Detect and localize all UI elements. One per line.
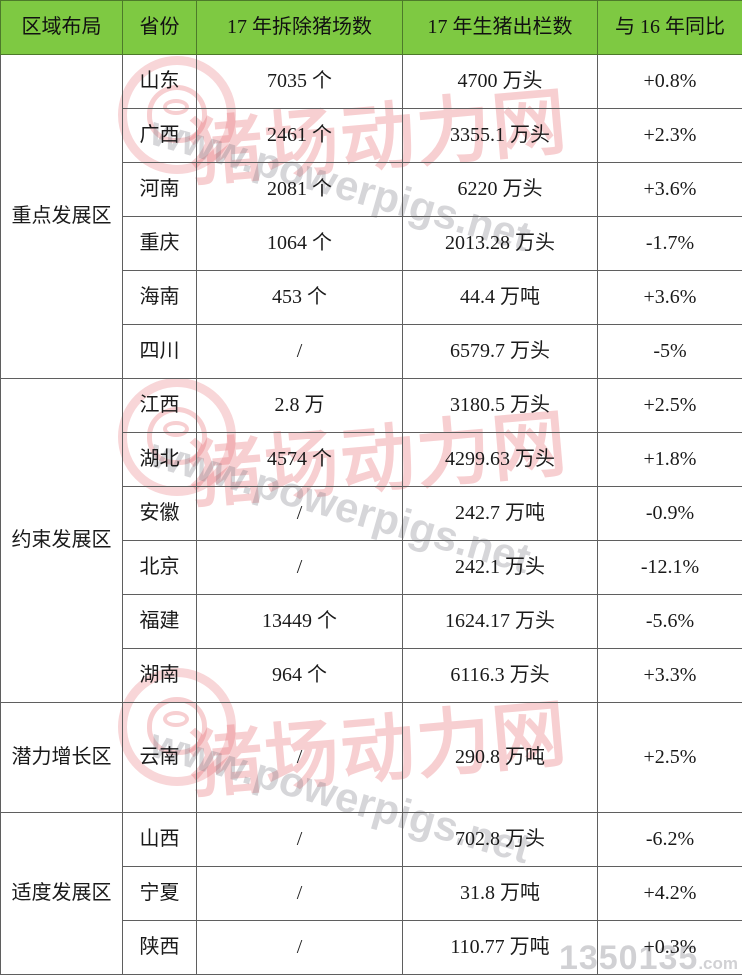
- demolished-count-cell: 2.8 万: [196, 378, 403, 433]
- demolished-count-cell: 4574 个: [196, 432, 403, 487]
- table-row: 河南 2081 个 6220 万头 +3.6%: [1, 162, 742, 217]
- output-volume-cell: 110.77 万吨: [402, 920, 598, 975]
- output-volume-cell: 44.4 万吨: [402, 270, 598, 325]
- yoy-change-cell: +1.8%: [597, 432, 742, 487]
- province-cell: 海南: [122, 270, 197, 325]
- output-volume-cell: 3355.1 万头: [402, 108, 598, 163]
- output-volume-cell: 6579.7 万头: [402, 324, 598, 379]
- output-volume-cell: 3180.5 万头: [402, 378, 598, 433]
- yoy-change-cell: +3.6%: [597, 162, 742, 217]
- province-cell: 山西: [122, 812, 197, 867]
- header-row: 区域布局 省份 17 年拆除猪场数 17 年生猪出栏数 与 16 年同比: [0, 0, 742, 55]
- table-row: 重点发展区 山东 7035 个 4700 万头 +0.8%: [0, 54, 742, 379]
- region-group-cell: 约束发展区: [0, 378, 123, 703]
- province-cell: 江西: [122, 378, 197, 433]
- table-row: 陕西/110.77 万吨 +0.3%: [1, 920, 742, 975]
- output-volume-cell: 242.1 万头: [402, 540, 598, 595]
- demolished-count-cell: /: [196, 540, 403, 595]
- demolished-count-cell: /: [196, 866, 403, 921]
- output-volume-cell: 1624.17 万头: [402, 594, 598, 649]
- province-cell: 福建: [122, 594, 197, 649]
- table-row: 约束发展区 江西 2.8 万 3180.5 万头 +2.5%: [0, 378, 742, 703]
- demolished-count-cell: /: [196, 920, 403, 975]
- column-header-region: 区域布局: [0, 0, 123, 55]
- table-body: 重点发展区 山东 7035 个 4700 万头 +0.8% 广西 2461 个 3355.1 …: [0, 54, 742, 975]
- column-header-output: 17 年生猪出栏数: [402, 0, 598, 55]
- yoy-change-cell: +4.2%: [597, 866, 742, 921]
- table-header: 区域布局 省份 17 年拆除猪场数 17 年生猪出栏数 与 16 年同比: [0, 0, 742, 55]
- province-cell: 陕西: [122, 920, 197, 975]
- region-group-cell: 重点发展区: [0, 54, 123, 379]
- table-row: 适度发展区 山西/702.8 万头 -6.2%: [0, 812, 742, 975]
- yoy-change-cell: -12.1%: [597, 540, 742, 595]
- output-volume-cell: 702.8 万头: [402, 812, 598, 867]
- province-cell: 宁夏: [122, 866, 197, 921]
- region-group-cell: 潜力增长区: [0, 702, 123, 813]
- demolished-count-cell: 964 个: [196, 648, 403, 703]
- province-cell: 北京: [122, 540, 197, 595]
- demolished-count-cell: /: [196, 324, 403, 379]
- demolished-count-cell: 453 个: [196, 270, 403, 325]
- province-cell: 重庆: [122, 216, 197, 271]
- output-volume-cell: 6220 万头: [402, 162, 598, 217]
- province-cell: 河南: [122, 162, 197, 217]
- province-cell: 安徽: [122, 486, 197, 541]
- demolished-count-cell: 1064 个: [196, 216, 403, 271]
- demolished-count-cell: /: [196, 812, 403, 867]
- yoy-change-cell: +3.3%: [597, 648, 742, 703]
- demolished-count-cell: 13449 个: [196, 594, 403, 649]
- yoy-change-cell: +0.3%: [597, 920, 742, 975]
- demolished-count-cell: 7035 个: [196, 54, 403, 109]
- province-cell: 湖南: [122, 648, 197, 703]
- demolished-count-cell: /: [196, 486, 403, 541]
- table-row: 海南 453 个 44.4 万吨 +3.6%: [1, 270, 742, 325]
- column-header-province: 省份: [122, 0, 197, 55]
- table-row: 广西 2461 个 3355.1 万头 +2.3%: [1, 108, 742, 163]
- yoy-change-cell: -5%: [597, 324, 742, 379]
- output-volume-cell: 4700 万头: [402, 54, 598, 109]
- region-group-cell: 适度发展区: [0, 812, 123, 975]
- yoy-change-cell: +0.8%: [597, 54, 742, 109]
- table-row: 福建 13449 个 1624.17 万头 -5.6%: [1, 594, 742, 649]
- province-cell: 云南: [122, 702, 197, 813]
- province-cell: 广西: [122, 108, 197, 163]
- yoy-change-cell: +2.5%: [597, 378, 742, 433]
- yoy-change-cell: +2.5%: [597, 702, 742, 813]
- table-row: 宁夏/31.8 万吨 +4.2%: [1, 866, 742, 921]
- yoy-change-cell: -6.2%: [597, 812, 742, 867]
- table-row: 湖南 964 个 6116.3 万头 +3.3%: [1, 648, 742, 703]
- province-cell: 湖北: [122, 432, 197, 487]
- column-header-yoy: 与 16 年同比: [597, 0, 742, 55]
- output-volume-cell: 4299.63 万头: [402, 432, 598, 487]
- demolished-count-cell: /: [196, 702, 403, 813]
- output-volume-cell: 290.8 万吨: [402, 702, 598, 813]
- demolished-count-cell: 2081 个: [196, 162, 403, 217]
- province-cell: 山东: [122, 54, 197, 109]
- output-volume-cell: 6116.3 万头: [402, 648, 598, 703]
- yoy-change-cell: +2.3%: [597, 108, 742, 163]
- yoy-change-cell: +3.6%: [597, 270, 742, 325]
- output-volume-cell: 31.8 万吨: [402, 866, 598, 921]
- output-volume-cell: 242.7 万吨: [402, 486, 598, 541]
- table-row: 北京/242.1 万头 -12.1%: [1, 540, 742, 595]
- column-header-demolished: 17 年拆除猪场数: [196, 0, 403, 55]
- output-volume-cell: 2013.28 万头: [402, 216, 598, 271]
- yoy-change-cell: -0.9%: [597, 486, 742, 541]
- demolished-count-cell: 2461 个: [196, 108, 403, 163]
- province-cell: 四川: [122, 324, 197, 379]
- table-row: 潜力增长区 云南/290.8 万吨 +2.5%: [0, 702, 742, 813]
- yoy-change-cell: -5.6%: [597, 594, 742, 649]
- yoy-change-cell: -1.7%: [597, 216, 742, 271]
